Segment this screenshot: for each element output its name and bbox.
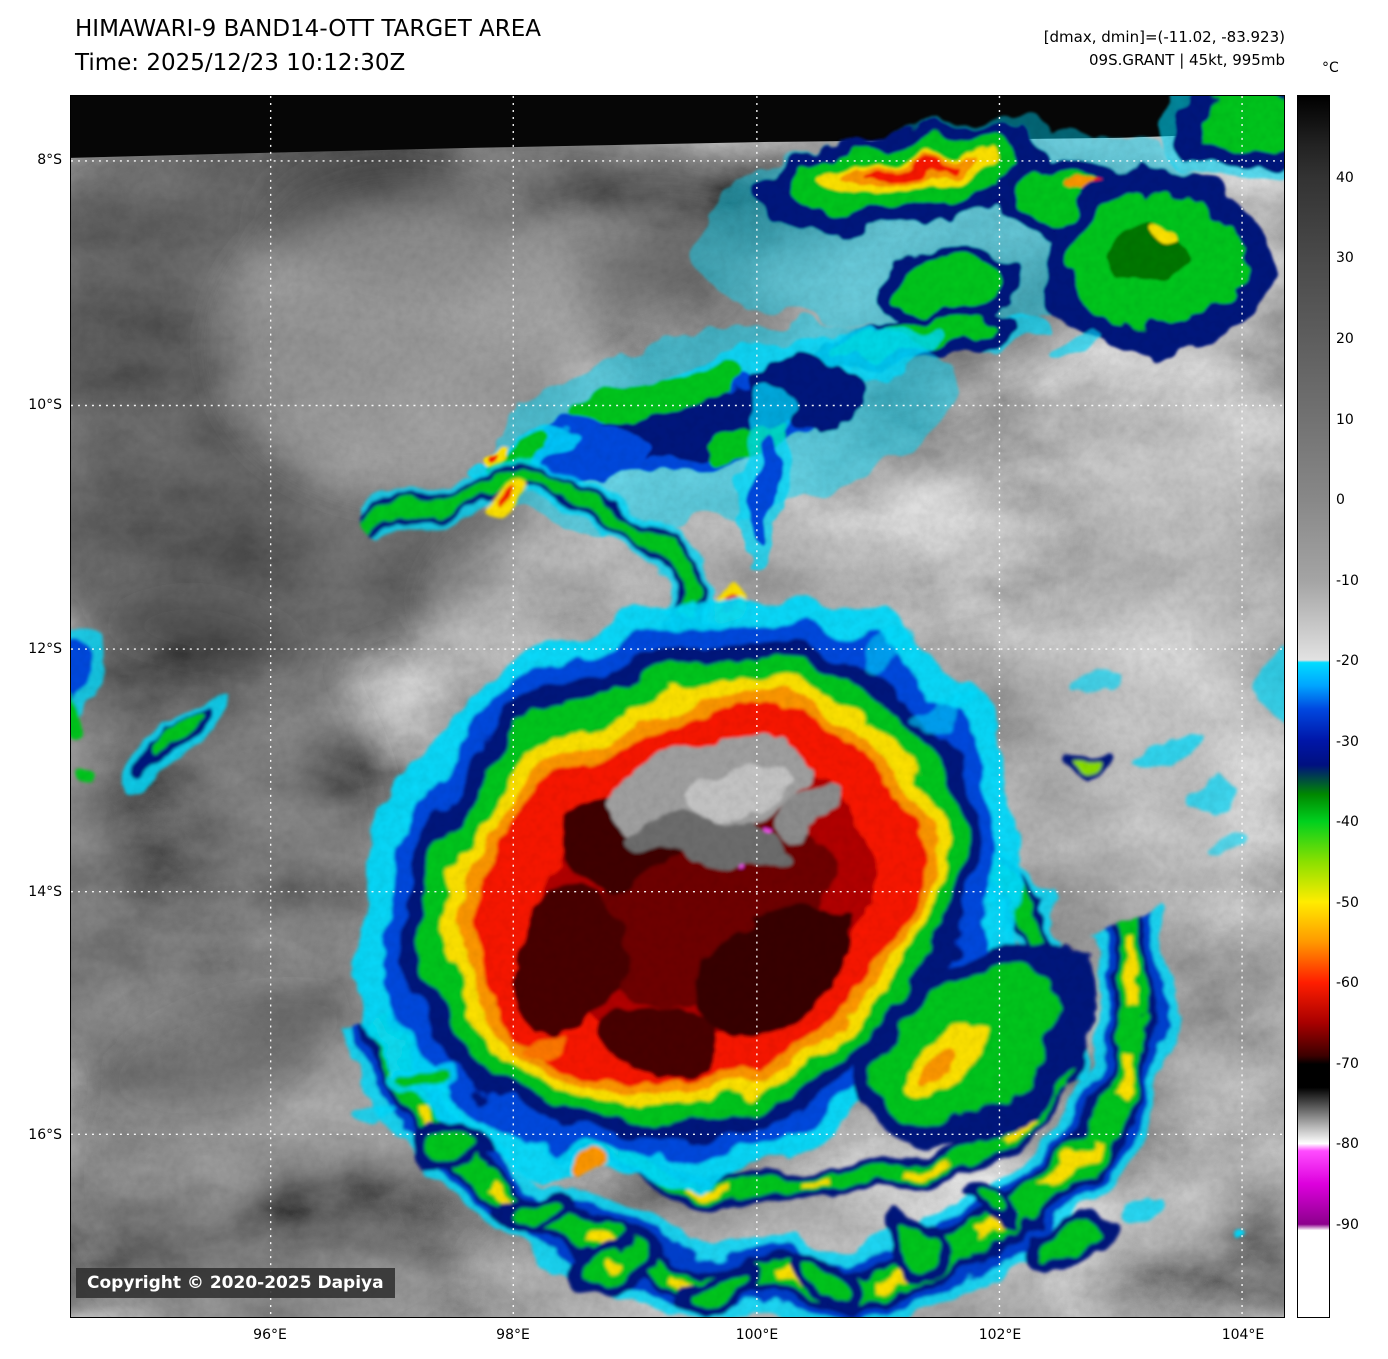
lon-label: 104°E — [1221, 1327, 1265, 1343]
colorbar-tick-label: -60 — [1336, 975, 1359, 991]
colorbar-tick-label: 40 — [1336, 170, 1354, 186]
colorbar-tick-label: -20 — [1336, 653, 1359, 669]
temperature-colorbar — [1297, 95, 1330, 1318]
lat-label: 14°S — [28, 884, 62, 900]
colorbar-tick-label: 0 — [1336, 492, 1345, 508]
header-right-block: [dmax, dmin]=(-11.02, -83.923) 09S.GRANT… — [1044, 26, 1285, 71]
colorbar-tick-label: 20 — [1336, 331, 1354, 347]
grid-lines — [71, 96, 1284, 1317]
colorbar-tick-label: -50 — [1336, 895, 1359, 911]
colorbar-tick-label: -30 — [1336, 734, 1359, 750]
colorbar-tick-label: -80 — [1336, 1136, 1359, 1152]
colorbar-tick-label: -90 — [1336, 1217, 1359, 1233]
satellite-map — [70, 95, 1285, 1318]
colorbar-tick-label: -40 — [1336, 814, 1359, 830]
speckle-overlay — [71, 96, 1284, 1317]
lon-label: 96°E — [253, 1327, 287, 1343]
colorbar-tick-label: -10 — [1336, 573, 1359, 589]
dmax-dmin-label: [dmax, dmin]=(-11.02, -83.923) — [1043, 28, 1285, 46]
colorbar-tick-label: 10 — [1336, 412, 1354, 428]
lon-label: 102°E — [978, 1327, 1022, 1343]
lon-label: 100°E — [735, 1327, 779, 1343]
satellite-image — [71, 96, 1284, 1317]
storm-info-label: 09S.GRANT | 45kt, 995mb — [1088, 50, 1285, 69]
lat-label: 8°S — [37, 152, 62, 168]
lat-label: 16°S — [28, 1127, 62, 1143]
lat-label: 12°S — [28, 641, 62, 657]
page-title: HIMAWARI-9 BAND14-OTT TARGET AREA — [75, 16, 542, 42]
lat-label: 10°S — [28, 397, 62, 413]
lon-label: 98°E — [496, 1327, 530, 1343]
colorbar-tick-label: 30 — [1336, 250, 1354, 266]
colorbar-unit-label: °C — [1322, 60, 1339, 76]
colorbar-tick-label: -70 — [1336, 1056, 1359, 1072]
copyright-badge: Copyright © 2020-2025 Dapiya — [76, 1268, 395, 1298]
timestamp-label: Time: 2025/12/23 10:12:30Z — [75, 50, 406, 76]
